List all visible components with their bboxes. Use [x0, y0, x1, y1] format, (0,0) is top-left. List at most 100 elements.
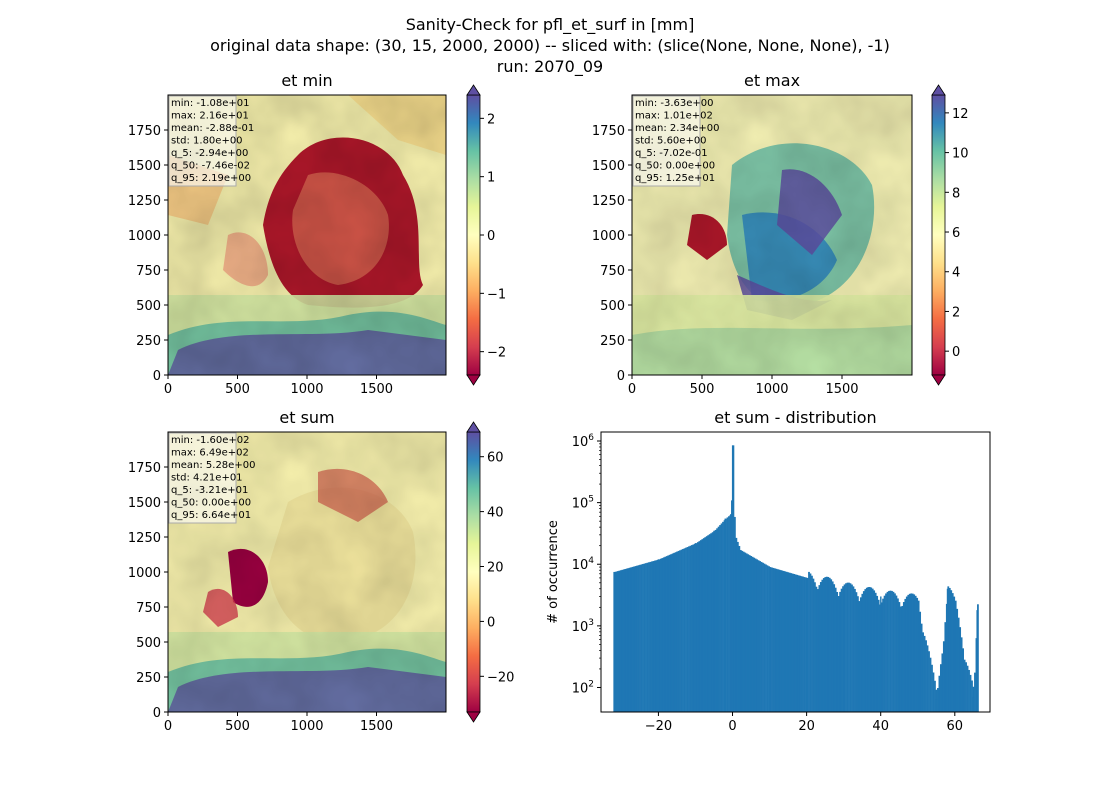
hist-bar: [960, 637, 963, 712]
hist-bar: [851, 584, 853, 712]
hist-bar: [891, 590, 893, 712]
hist-bar: [925, 640, 927, 712]
hist-bar: [724, 518, 726, 712]
hist-bar: [808, 571, 810, 712]
panel-title: et min: [281, 71, 332, 90]
hist-bar: [885, 593, 887, 712]
stat-line: mean: -2.88e-01: [171, 123, 254, 134]
stat-line: mean: 2.34e+00: [635, 123, 719, 134]
hist-bar: [689, 545, 692, 712]
hist-bar: [951, 593, 954, 712]
hist-bar: [714, 529, 717, 712]
y-tick-label: 500: [136, 636, 161, 651]
hist-bar: [725, 518, 727, 712]
y-tick-label: 1500: [128, 496, 161, 511]
hist-bar: [821, 579, 824, 712]
hist-bar: [919, 611, 922, 712]
hist-bar: [673, 552, 676, 712]
stat-line: min: -1.08e+01: [171, 98, 250, 109]
hist-bar: [679, 550, 681, 712]
hist-bar: [859, 597, 862, 712]
hist-bar: [886, 591, 889, 712]
histogram-frame: [600, 431, 991, 713]
hist-bar: [774, 568, 776, 712]
hist-bar: [946, 588, 949, 712]
hist-bar: [682, 548, 684, 712]
hist-bar: [665, 556, 668, 712]
hist-bar: [948, 587, 951, 712]
hist-bar: [831, 581, 834, 712]
hist-bar: [928, 651, 930, 712]
hist-bar: [782, 570, 785, 712]
hist-bar: [716, 528, 718, 712]
hist-bar: [882, 598, 884, 712]
hist-bar: [920, 623, 923, 712]
stat-line: q_5: -3.21e+01: [171, 485, 248, 496]
hist-bar: [791, 573, 794, 712]
hist-bar: [762, 562, 764, 712]
y-tick-label: 0: [153, 369, 161, 384]
hist-bar: [969, 674, 972, 712]
stat-line: min: -1.60e+02: [171, 435, 250, 446]
hist-bar: [937, 688, 939, 712]
hist-bar: [935, 699, 938, 712]
hist-bar: [784, 571, 787, 712]
hist-bar: [621, 569, 624, 712]
hist-bar: [787, 572, 790, 712]
hist-bar: [858, 601, 861, 712]
hist-bar: [763, 563, 766, 712]
hist-bar: [664, 556, 667, 712]
hist-bar: [642, 563, 644, 712]
hist-bar: [976, 610, 978, 712]
hist-bar: [914, 595, 917, 712]
x-tick-label: 1000: [290, 719, 323, 734]
hist-bar: [868, 586, 871, 712]
x-tick-label: 500: [225, 382, 250, 397]
hist-bar: [667, 555, 670, 712]
hist-bar: [861, 593, 864, 712]
hist-bar: [699, 540, 702, 712]
hist-bar: [962, 648, 964, 712]
y-tick-label: 250: [136, 671, 161, 686]
stat-line: min: -3.63e+00: [635, 98, 714, 109]
colorbar-tick-label: 60: [487, 451, 504, 466]
hist-bar: [653, 560, 656, 712]
hist-bar: [876, 595, 879, 712]
hist-bar: [639, 564, 641, 712]
hist-bar: [932, 672, 935, 712]
x-tick-label: 1500: [360, 719, 393, 734]
hist-bar: [815, 586, 818, 712]
hist-bar: [708, 534, 711, 712]
hist-bar: [683, 548, 686, 712]
colorbar-tick-label: 6: [952, 226, 960, 241]
hist-bar: [972, 697, 975, 712]
hist-bar: [625, 568, 628, 712]
hist-bar: [757, 560, 760, 712]
x-tick-label: 0: [628, 382, 636, 397]
y-tick-label: 103: [572, 618, 594, 635]
hist-bar: [748, 555, 751, 712]
hist-bar: [756, 559, 759, 712]
y-tick-label: 1000: [128, 566, 161, 581]
hist-bar: [778, 569, 781, 712]
hist-bar: [769, 567, 772, 712]
hist-bar: [613, 571, 615, 712]
colorbar-tick-label: 0: [952, 345, 960, 360]
hist-bar: [834, 587, 837, 712]
colorbar-tick-label: −2: [487, 346, 506, 361]
hist-bar: [803, 577, 806, 712]
suptitle-line-2: original data shape: (30, 15, 2000, 2000…: [210, 36, 890, 55]
hist-bar: [688, 546, 690, 712]
hist-bar: [819, 582, 822, 712]
hist-bar: [947, 586, 950, 712]
panel-title: et max: [744, 71, 800, 90]
hist-bar: [799, 575, 801, 712]
hist-bar: [717, 526, 720, 712]
hist-bar: [662, 557, 665, 712]
panel-title: et sum: [279, 408, 334, 427]
hist-bar: [661, 558, 664, 712]
hist-bar: [771, 567, 773, 712]
y-tick-label: 105: [572, 495, 594, 512]
hist-bar: [963, 659, 966, 712]
